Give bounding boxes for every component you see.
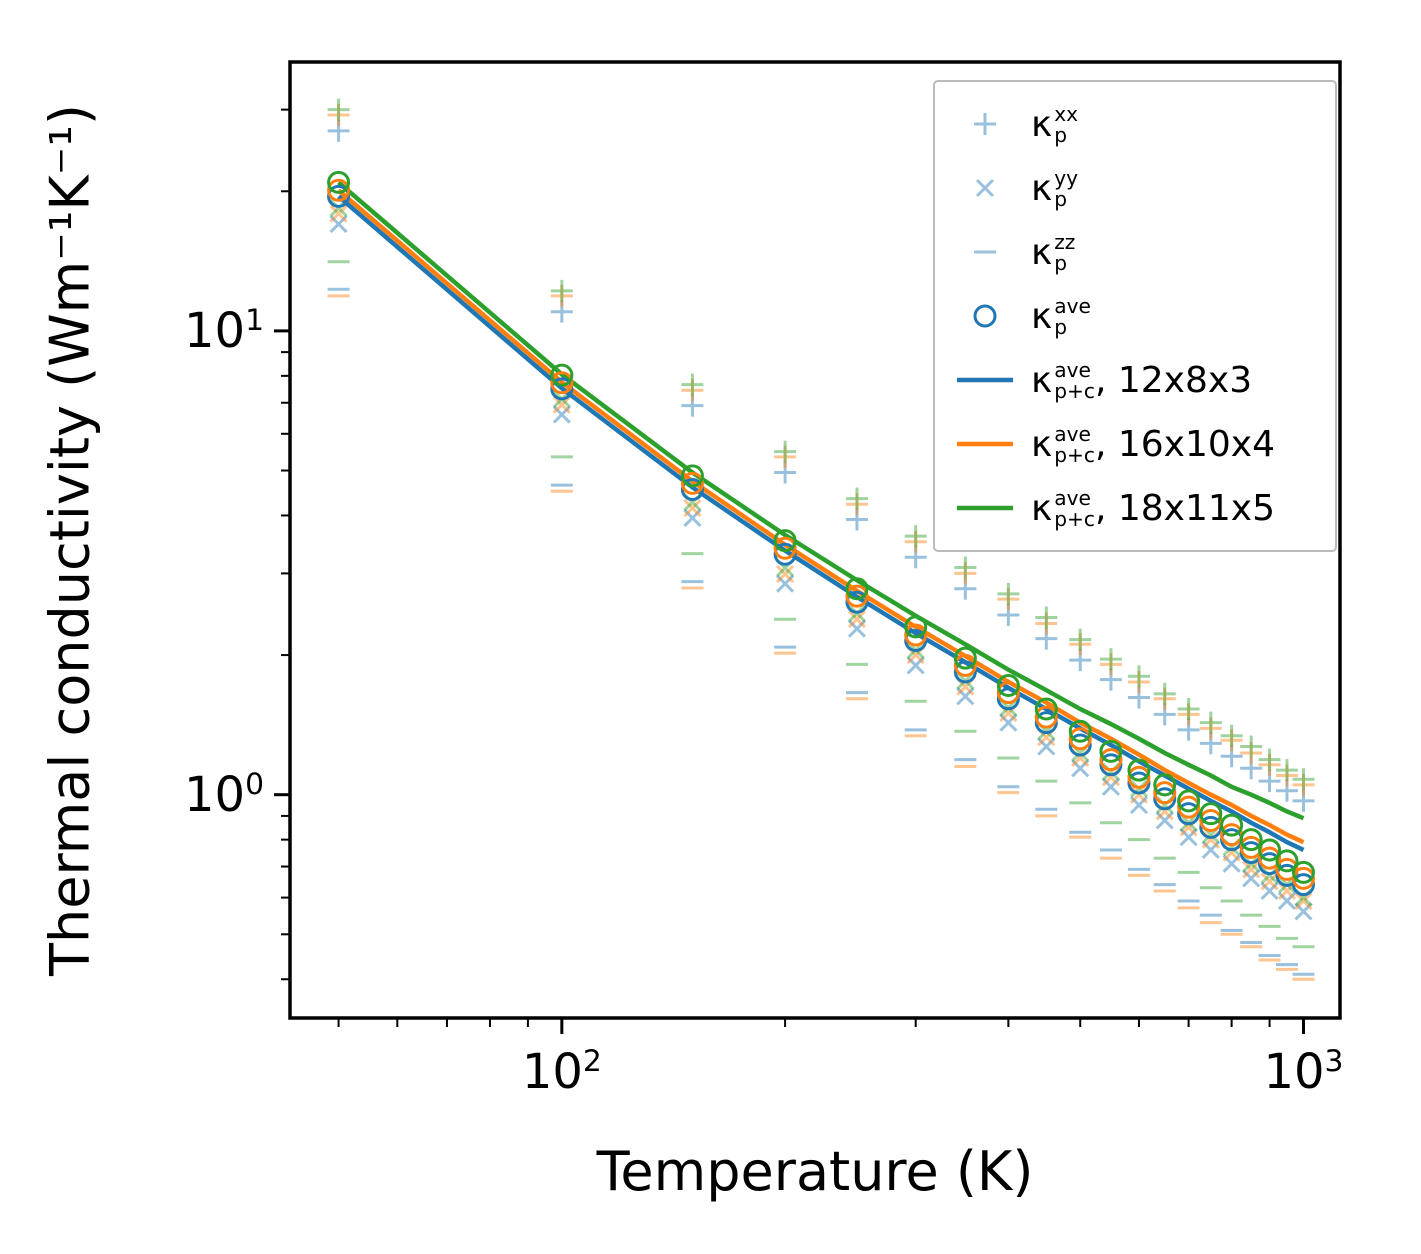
series-kappa_p_xx_grid1 bbox=[327, 119, 1315, 812]
legend-item-2: κ zz p bbox=[953, 220, 1317, 284]
plus-marker-icon bbox=[974, 113, 996, 135]
legend-label: κ zz p bbox=[1031, 230, 1076, 276]
series-kappa_p_plus_c_ave_18x11x5 bbox=[337, 180, 1305, 821]
x-axis-label: Temperature (K) bbox=[596, 1140, 1034, 1203]
legend-item-6: κ ave p+c, 18x11x5 bbox=[953, 476, 1317, 540]
dash-marker-icon bbox=[974, 250, 996, 254]
legend-item-0: κ xx p bbox=[953, 92, 1317, 156]
legend-label: κ xx p bbox=[1031, 102, 1079, 148]
series-kappa_p_xx_grid3 bbox=[327, 98, 1315, 791]
legend-label: κ ave p+c, 16x10x4 bbox=[1031, 422, 1276, 468]
legend-item-5: κ ave p+c, 16x10x4 bbox=[953, 412, 1317, 476]
series-kappa_p_ave_18x11x5 bbox=[327, 170, 1315, 884]
legend-item-3: κ ave p bbox=[953, 284, 1317, 348]
circle-marker-icon bbox=[973, 304, 997, 328]
legend-item-4: κ ave p+c, 12x8x3 bbox=[953, 348, 1317, 412]
series-kappa_p_zz_grid3 bbox=[327, 260, 1315, 949]
series-kappa_p_plus_c_ave_12x8x3 bbox=[337, 194, 1305, 853]
legend-label: κ ave p+c, 12x8x3 bbox=[1031, 358, 1253, 404]
series-kappa_p_plus_c_ave_16x10x4 bbox=[337, 188, 1305, 845]
line-marker-icon bbox=[957, 505, 1013, 511]
cross-marker-icon bbox=[975, 178, 995, 198]
x-tick-label-100: 102 bbox=[521, 1044, 602, 1100]
plot-frame bbox=[288, 60, 1342, 1020]
line-marker-icon bbox=[957, 441, 1013, 447]
legend: κ xx p κ yy p κ zz p κ ave p κ ave p+c, 12x8x3 κ ave p+c,… bbox=[933, 80, 1337, 552]
y-tick-label-1: 100 bbox=[183, 766, 264, 823]
y-tick-label-10: 101 bbox=[183, 302, 264, 359]
legend-label: κ ave p bbox=[1031, 294, 1091, 340]
series-kappa_p_xx_grid2 bbox=[327, 104, 1315, 796]
legend-item-1: κ yy p bbox=[953, 156, 1317, 220]
series-kappa_p_zz_grid2 bbox=[327, 294, 1315, 981]
legend-label: κ yy p bbox=[1031, 166, 1079, 212]
line-marker-icon bbox=[957, 377, 1013, 383]
series-kappa_p_ave_16x10x4 bbox=[327, 178, 1315, 890]
series-kappa_p_yy_grid1 bbox=[329, 214, 1313, 921]
y-axis-label: Thermal conductivity (Wm⁻¹K⁻¹) bbox=[38, 104, 102, 976]
x-tick-label-1000: 103 bbox=[1263, 1044, 1344, 1100]
legend-label: κ ave p+c, 18x11x5 bbox=[1031, 486, 1276, 532]
series-kappa_p_zz_grid1 bbox=[327, 287, 1315, 976]
